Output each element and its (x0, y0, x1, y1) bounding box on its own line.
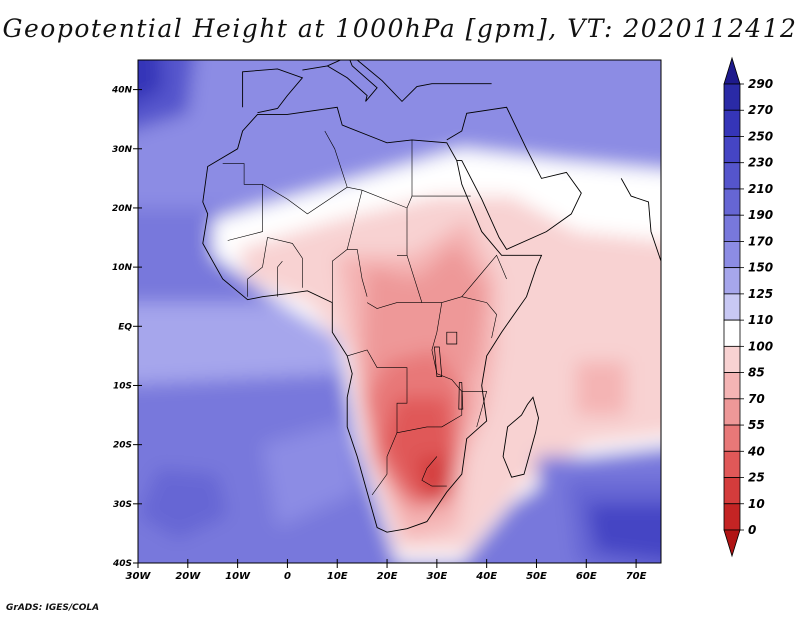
country-border (324, 130, 348, 188)
chart-title: Geopotential Height at 1000hPa [gpm], VT… (2, 14, 798, 43)
colorbar-label: 55 (748, 418, 765, 432)
colorbar-label: 170 (748, 234, 773, 248)
colorbar-box (723, 267, 741, 295)
country-border (371, 302, 463, 496)
country-border (347, 349, 408, 433)
colorbar-label: 190 (748, 208, 773, 222)
x-axis: 30W 20W 10W 0 10E 20E 30E 40E 50E 60E 70E (126, 559, 647, 582)
country-border (247, 237, 303, 297)
colorbar-box (723, 398, 741, 426)
colorbar-label: 70 (748, 392, 765, 406)
y-tick-label: EQ (118, 322, 132, 332)
lake-outline (446, 331, 458, 345)
y-tick-label: 10S (113, 381, 132, 391)
colorbar-extend-top (723, 56, 741, 85)
x-tick-label: 10E (327, 571, 348, 582)
colorbar-label: 10 (748, 497, 765, 511)
colorbar-box (723, 83, 741, 111)
x-tick-label: 60E (576, 571, 597, 582)
europe-coastline (302, 60, 492, 103)
country-border (366, 302, 422, 309)
x-tick-label: 30E (426, 571, 447, 582)
colorbar: 2902702502302101901701501251101008570554… (723, 56, 773, 558)
country-border (461, 391, 488, 427)
colorbar-box (723, 345, 741, 373)
india-coastline (620, 178, 661, 262)
country-border (421, 456, 447, 487)
y-tick-label: 40N (111, 86, 133, 96)
credit-label: GrADS: IGES/COLA (6, 603, 100, 613)
y-tick-label: 40S (112, 559, 132, 569)
country-border (346, 190, 368, 297)
x-tick-label: 50E (526, 571, 547, 582)
y-tick-label: 20N (112, 204, 133, 214)
colorbar-box (723, 319, 741, 347)
colorbar-label: 290 (748, 77, 773, 91)
colorbar-label: 210 (748, 182, 773, 196)
colorbar-box (723, 293, 741, 321)
colorbar-label: 150 (748, 261, 773, 275)
colorbar-box (723, 424, 741, 452)
y-axis: 40N 30N 20N 10N EQ 10S 20S 30S 40S (111, 86, 142, 569)
x-tick-label: 20W (175, 571, 201, 582)
country-border (222, 163, 263, 241)
colorbar-box (723, 214, 741, 242)
x-tick-label: 30W (126, 571, 152, 582)
x-tick-label: 0 (284, 571, 291, 582)
colorbar-label: 100 (748, 339, 773, 353)
y-tick-label: 30S (113, 500, 132, 510)
colorbar-label: 85 (748, 366, 765, 380)
italy-coastline (327, 60, 378, 102)
colorbar-box (723, 503, 741, 531)
colorbar-label: 270 (748, 103, 773, 117)
x-tick-label: 70E (626, 571, 647, 582)
lake-outline (458, 382, 464, 410)
colorbar-box (723, 372, 741, 400)
x-tick-label: 10W (225, 571, 251, 582)
colorbar-box (723, 136, 741, 164)
colorbar-box (723, 109, 741, 137)
arabia-coastline (446, 106, 582, 250)
colorbar-label: 230 (748, 156, 773, 170)
colorbar-box (723, 477, 741, 505)
y-tick-label: 30N (112, 145, 133, 155)
colorbar-box (723, 241, 741, 269)
colorbar-label: 250 (748, 129, 773, 143)
country-border (277, 261, 283, 297)
colorbar-label: 110 (748, 313, 773, 327)
africa-coastline (202, 106, 543, 533)
colorbar-extend-bottom (723, 529, 741, 558)
madagascar-coastline (502, 396, 539, 478)
country-outlines (202, 60, 661, 533)
colorbar-box (723, 450, 741, 478)
x-tick-label: 40E (475, 571, 497, 582)
y-tick-label: 20S (113, 441, 132, 451)
colorbar-box (723, 162, 741, 190)
y-tick-label: 10N (112, 263, 133, 273)
colorbar-label: 0 (748, 523, 756, 537)
country-border (461, 254, 507, 297)
lake-outline (434, 346, 443, 377)
iberia-coastline (242, 68, 304, 114)
country-border (262, 184, 408, 256)
colorbar-box (723, 188, 741, 216)
colorbar-label: 25 (748, 471, 765, 485)
geopotential-field (138, 60, 661, 563)
colorbar-label: 125 (748, 287, 773, 301)
country-border (331, 249, 348, 303)
x-tick-label: 20E (377, 571, 398, 582)
colorbar-label: 40 (747, 444, 765, 458)
map-frame (137, 59, 662, 564)
